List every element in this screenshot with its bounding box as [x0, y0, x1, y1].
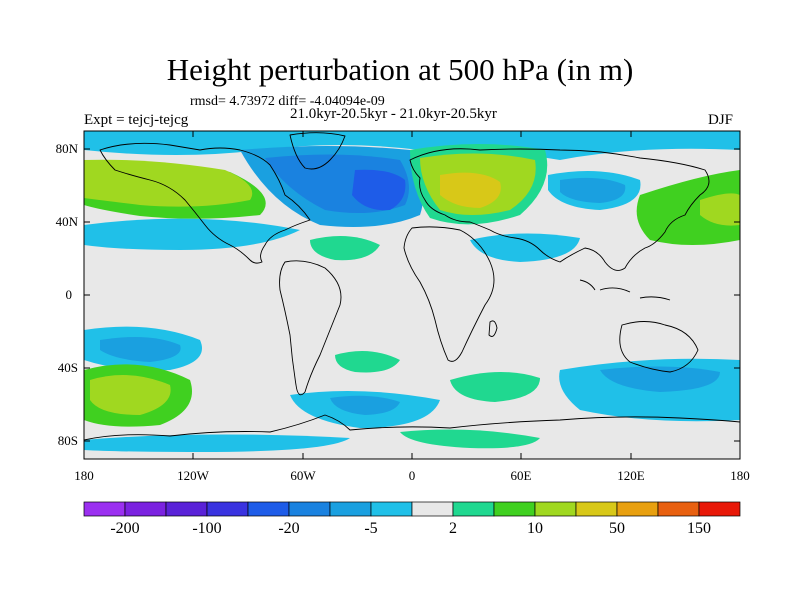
- coast-greenland: [289, 132, 346, 170]
- colorbar-swatch: [534, 501, 577, 517]
- coast-africa: [403, 226, 495, 362]
- lon-tick: 180: [74, 453, 94, 483]
- lon-label-120e: 120E: [617, 468, 645, 483]
- colorbar-swatch: [83, 501, 126, 517]
- colorbar-swatch: [124, 501, 167, 517]
- lon-tick: 120W: [177, 131, 210, 483]
- contour-na-atlantic-low-core: [352, 169, 406, 211]
- coastlines: [84, 132, 740, 441]
- lat-label-40s: 40S: [58, 360, 78, 375]
- contour-ne-pacific-high: [636, 170, 740, 245]
- lon-label-0: 0: [409, 468, 416, 483]
- contour-ne-pacific-high-core: [700, 193, 740, 226]
- lat-label-40n: 40N: [56, 214, 79, 229]
- period-label: 21.0kyr-20.5kyr - 21.0kyr-20.5kyr: [290, 106, 497, 122]
- colorbar-label: 150: [687, 520, 711, 537]
- lat-tick: 40S: [58, 360, 740, 375]
- lon-tick: 60E: [511, 131, 532, 483]
- colorbar-swatch: [288, 501, 331, 517]
- colorbar-label: -100: [192, 520, 221, 537]
- colorbar-swatch: [493, 501, 536, 517]
- contour-mideast-blue-blob: [470, 233, 580, 262]
- lon-label-60w: 60W: [290, 468, 316, 483]
- contour-south-atlantic-green: [335, 351, 400, 373]
- coast-south-america: [279, 260, 342, 396]
- colorbar-swatch: [452, 501, 495, 517]
- figure-title: Height perturbation at 500 hPa (in m): [166, 52, 634, 87]
- lon-label-60e: 60E: [511, 468, 532, 483]
- contour-nw-pacific-low-core: [560, 177, 626, 203]
- colorbar: -200 -100 -20 -5 2 10 50 150: [83, 501, 741, 537]
- contour-south-pacific-ring-core: [100, 336, 181, 362]
- colorbar-label: 10: [527, 520, 543, 537]
- contour-eurasia-high-core: [440, 172, 501, 208]
- colorbar-swatch: [370, 501, 413, 517]
- colorbar-swatch: [411, 501, 454, 517]
- colorbar-label: 2: [449, 520, 457, 537]
- contour-indian-green-blob: [450, 371, 540, 402]
- contour-southern-ocean-low-core: [600, 366, 720, 392]
- lon-label-180e: 180: [730, 468, 750, 483]
- colorbar-swatch: [657, 501, 700, 517]
- coast-indonesia: [579, 279, 671, 301]
- season-label: DJF: [708, 112, 734, 128]
- colorbar-labels: -200 -100 -20 -5 2 10 50 150: [110, 520, 711, 537]
- colorbar-swatch: [616, 501, 659, 517]
- contour-nh-arctic-band: [84, 131, 740, 160]
- lat-tick: 40N: [56, 214, 740, 229]
- lon-tick: 0: [409, 131, 416, 483]
- colorbar-swatch: [575, 501, 618, 517]
- colorbar-swatch: [329, 501, 372, 517]
- lat-tick: 80N: [56, 141, 740, 156]
- coast-europe-asia: [409, 148, 710, 271]
- lat-label-80s: 80S: [58, 433, 78, 448]
- lon-label-180w: 180: [74, 468, 94, 483]
- contour-south-pacific-high-core: [90, 375, 171, 415]
- contour-atlantic-green-blob: [310, 236, 380, 261]
- colorbar-swatch: [698, 501, 741, 517]
- colorbar-swatches: [83, 501, 741, 517]
- colorbar-label: -20: [278, 520, 299, 537]
- colorbar-label: -200: [110, 520, 139, 537]
- lon-tick: 120E: [617, 131, 645, 483]
- colorbar-label: -5: [364, 520, 377, 537]
- coast-australia: [619, 321, 699, 373]
- contour-south-atlantic-low-core: [330, 395, 400, 415]
- lat-label-80n: 80N: [56, 141, 79, 156]
- contour-antarctic-blue-band: [84, 434, 350, 452]
- lat-tick: 0: [66, 287, 740, 302]
- experiment-label: Expt = tejcj-tejcg: [84, 112, 189, 128]
- lat-axis: 80N 40N 0 40S 80S: [56, 141, 740, 448]
- colorbar-swatch: [247, 501, 290, 517]
- colorbar-label: 50: [609, 520, 625, 537]
- lon-axis: 180 120W 60W 0 60E 120E 180: [74, 131, 750, 483]
- coast-madagascar: [488, 320, 498, 337]
- lat-label-0: 0: [66, 287, 73, 302]
- contour-fills: [84, 131, 740, 452]
- rmsd-stats: rmsd= 4.73972 diff= -4.04094e-09: [190, 94, 385, 109]
- lat-tick: 80S: [58, 433, 740, 448]
- colorbar-swatch: [165, 501, 208, 517]
- contour-nh-blue-band: [84, 218, 300, 250]
- coast-north-america: [99, 142, 311, 264]
- contour-nh-lightgreen-band: [84, 159, 253, 207]
- coast-antarctica: [84, 414, 740, 441]
- lon-tick: 180: [730, 453, 750, 483]
- lon-label-120w: 120W: [177, 468, 210, 483]
- map-plot-area: [84, 131, 740, 459]
- contour-antarctic-green-band: [400, 429, 540, 449]
- lon-tick: 60W: [290, 131, 316, 483]
- colorbar-swatch: [206, 501, 249, 517]
